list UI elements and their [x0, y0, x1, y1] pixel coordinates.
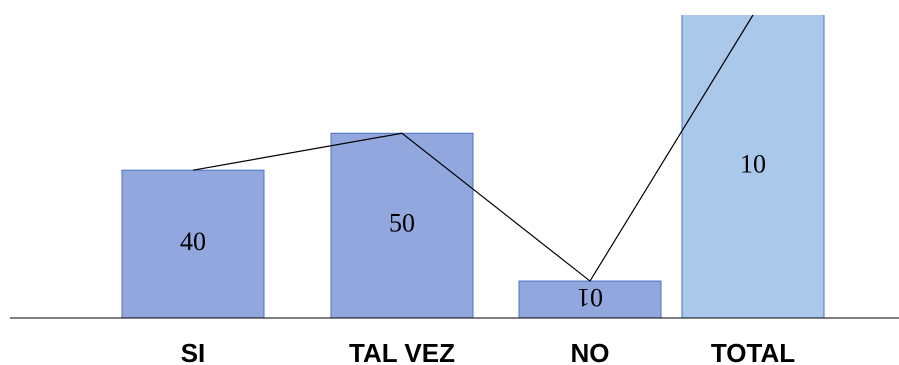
connecting-line [192, 14, 754, 282]
value-label: 10 [740, 149, 766, 178]
x-tick-label: SI [181, 338, 206, 365]
bar [121, 169, 265, 318]
x-tick-label: NO [571, 338, 610, 365]
bar [518, 280, 662, 318]
plot-area [121, 15, 825, 318]
value-label: 50 [389, 209, 415, 238]
value-label: 40 [180, 227, 206, 256]
bar [330, 132, 474, 318]
bar [681, 15, 825, 318]
value-label: 01 [577, 283, 603, 312]
x-tick-label: TOTAL [711, 338, 795, 365]
x-tick-label: TAL VEZ [349, 338, 455, 365]
